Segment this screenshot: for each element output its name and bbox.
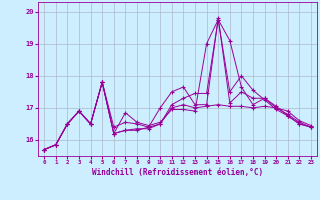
X-axis label: Windchill (Refroidissement éolien,°C): Windchill (Refroidissement éolien,°C) [92, 168, 263, 177]
